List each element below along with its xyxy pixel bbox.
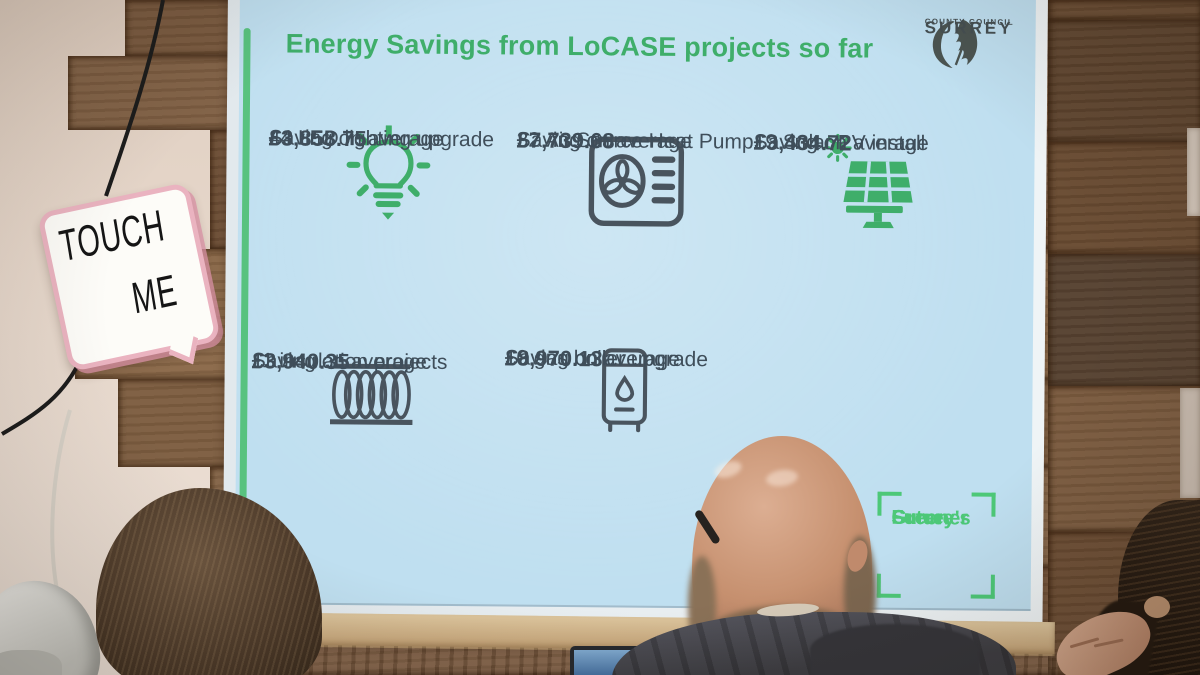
insulation-icon bbox=[251, 345, 492, 443]
sign-line2: ME bbox=[128, 265, 181, 324]
wall-plank bbox=[1048, 0, 1200, 20]
solar-panel-icon bbox=[753, 127, 994, 241]
wall-plank bbox=[1048, 254, 1200, 386]
stat-amount: £3,940.35 bbox=[251, 348, 350, 375]
chair-back-lower bbox=[0, 650, 62, 675]
gas-boiler-icon bbox=[504, 342, 745, 440]
heat-pump-icon bbox=[516, 125, 757, 239]
stat-block-boiler: 10 gas boiler upgrade Saving on average … bbox=[505, 342, 745, 433]
oak-leaf-icon bbox=[932, 19, 978, 69]
wall-plank bbox=[1048, 20, 1200, 142]
slide-title: Energy Savings from LoCASE projects so f… bbox=[285, 28, 874, 64]
stat-amount: £3,434.72 bbox=[753, 129, 852, 156]
wall-gap bbox=[1187, 128, 1200, 216]
cable-line bbox=[104, 0, 165, 197]
touch-me-sign: TOUCH ME bbox=[36, 181, 222, 373]
council-logo: SURREY COUNTY COUNCIL bbox=[925, 16, 1036, 69]
stat-block-solar: 19 Solar PV install Saving on average £3… bbox=[754, 127, 994, 229]
face-edge bbox=[1144, 596, 1170, 618]
bracket-icon bbox=[970, 574, 995, 599]
bracket-icon bbox=[876, 573, 901, 598]
wall-gap bbox=[1180, 388, 1200, 498]
slide-accent-bar bbox=[239, 28, 251, 501]
hood bbox=[810, 624, 980, 675]
projection-screen: Energy Savings from LoCASE projects so f… bbox=[222, 0, 1048, 650]
sign-line1: TOUCH bbox=[56, 200, 168, 272]
stat-amount: £3,858.75 bbox=[268, 125, 367, 152]
slide: Energy Savings from LoCASE projects so f… bbox=[234, 0, 1036, 612]
led-bulb-icon bbox=[268, 122, 509, 236]
bracket-icon bbox=[971, 492, 996, 517]
sgf-line3: Future bbox=[891, 506, 954, 530]
wall-plank bbox=[1048, 142, 1200, 254]
stat-block-led: 44 LED lighting upgrade Saving on averag… bbox=[269, 122, 509, 220]
greener-future-logo: Surrey's Greener Future bbox=[876, 491, 996, 599]
council-logo-subtitle: COUNTY COUNCIL bbox=[924, 17, 1014, 27]
stat-amount: £7,739.68 bbox=[516, 127, 615, 154]
stat-amount: £8,970.13 bbox=[504, 345, 603, 372]
stat-block-heat-pump: 32 Air Source Heat Pump Saving on averag… bbox=[517, 125, 757, 227]
stat-block-insulation: 11 insulation projects Saving on average… bbox=[252, 345, 492, 425]
